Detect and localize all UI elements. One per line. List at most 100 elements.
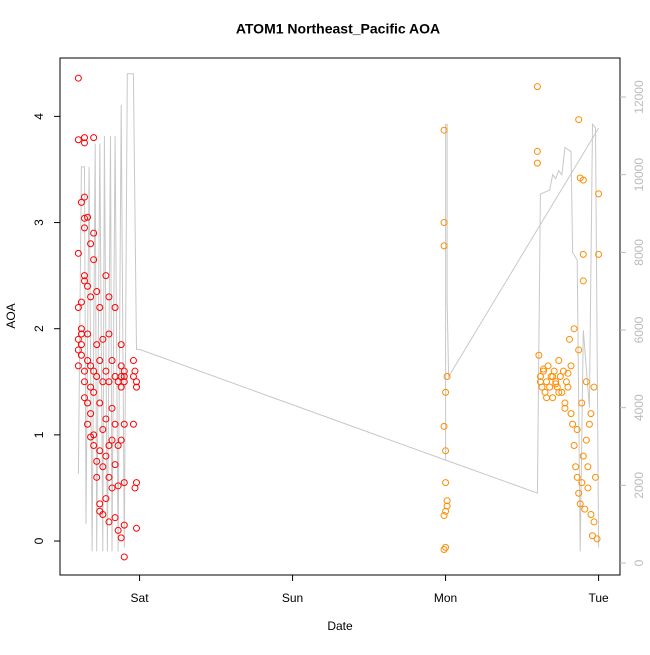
data-point bbox=[74, 136, 82, 144]
data-point bbox=[588, 532, 596, 540]
data-point bbox=[111, 461, 119, 469]
data-point bbox=[567, 362, 575, 370]
data-point bbox=[133, 524, 141, 532]
data-point bbox=[87, 383, 95, 391]
data-point bbox=[443, 372, 451, 380]
data-point bbox=[578, 479, 586, 487]
x-axis-label: Date bbox=[327, 619, 353, 633]
data-point bbox=[556, 372, 564, 380]
data-point bbox=[93, 372, 101, 380]
data-point bbox=[99, 335, 107, 343]
data-point bbox=[90, 256, 98, 264]
data-point bbox=[84, 282, 92, 290]
data-point bbox=[590, 383, 598, 391]
data-point bbox=[582, 378, 590, 386]
data-point bbox=[102, 415, 110, 423]
data-point bbox=[80, 272, 88, 280]
data-point bbox=[87, 362, 95, 370]
data-point bbox=[539, 365, 547, 373]
data-point bbox=[573, 473, 581, 481]
data-point bbox=[80, 214, 88, 222]
data-point bbox=[80, 224, 88, 232]
data-point bbox=[552, 380, 560, 388]
data-point bbox=[90, 441, 98, 449]
data-point bbox=[535, 351, 543, 359]
data-point bbox=[90, 431, 98, 439]
data-line bbox=[77, 73, 600, 552]
data-point bbox=[114, 482, 122, 490]
data-point bbox=[579, 176, 587, 184]
data-point bbox=[117, 534, 125, 542]
data-point bbox=[440, 219, 448, 227]
data-point bbox=[120, 521, 128, 529]
data-point bbox=[582, 436, 590, 444]
data-point bbox=[99, 426, 107, 434]
x-tick-label: Sat bbox=[131, 591, 150, 605]
data-point bbox=[585, 420, 593, 428]
y2-tick-label: 8000 bbox=[632, 239, 646, 266]
data-point bbox=[74, 249, 82, 257]
data-point bbox=[579, 250, 587, 258]
y2-tick-label: 10000 bbox=[632, 158, 646, 192]
data-point bbox=[80, 277, 88, 285]
data-point bbox=[105, 518, 113, 526]
data-point bbox=[536, 372, 544, 380]
data-point bbox=[102, 367, 110, 375]
data-point bbox=[108, 404, 116, 412]
data-point bbox=[575, 346, 583, 354]
plot-frame bbox=[59, 57, 621, 576]
data-point bbox=[579, 277, 587, 285]
data-point bbox=[575, 489, 583, 497]
data-point bbox=[96, 500, 104, 508]
data-point bbox=[80, 394, 88, 402]
data-point bbox=[533, 147, 541, 155]
data-point bbox=[93, 288, 101, 296]
data-point bbox=[440, 546, 448, 554]
data-point bbox=[84, 330, 92, 338]
data-point bbox=[108, 436, 116, 444]
data-point bbox=[105, 378, 113, 386]
data-point bbox=[105, 441, 113, 449]
data-point bbox=[593, 535, 601, 543]
data-point bbox=[117, 436, 125, 444]
data-point bbox=[74, 346, 82, 354]
data-point bbox=[133, 383, 141, 391]
data-point bbox=[114, 526, 122, 534]
data-point bbox=[564, 383, 572, 391]
data-point bbox=[587, 410, 595, 418]
data-point bbox=[440, 242, 448, 250]
data-point bbox=[108, 484, 116, 492]
data-point bbox=[539, 367, 547, 375]
data-point bbox=[77, 325, 85, 333]
data-point bbox=[111, 514, 119, 522]
data-point bbox=[74, 362, 82, 370]
data-point bbox=[111, 420, 119, 428]
data-point bbox=[440, 422, 448, 430]
data-point bbox=[99, 463, 107, 471]
data-point bbox=[581, 505, 589, 513]
data-point bbox=[576, 500, 584, 508]
y2-tick-label: 6000 bbox=[632, 316, 646, 343]
data-point bbox=[80, 367, 88, 375]
x-tick-label: Mon bbox=[434, 591, 457, 605]
data-point bbox=[93, 457, 101, 465]
data-point bbox=[102, 452, 110, 460]
data-point bbox=[558, 388, 566, 396]
data-point bbox=[117, 362, 125, 370]
data-point bbox=[440, 512, 448, 520]
data-point bbox=[84, 399, 92, 407]
data-point bbox=[587, 510, 595, 518]
data-point bbox=[440, 126, 448, 134]
data-point bbox=[572, 463, 580, 471]
data-point bbox=[105, 330, 113, 338]
data-point bbox=[90, 388, 98, 396]
data-point bbox=[93, 341, 101, 349]
data-point bbox=[77, 298, 85, 306]
x-tick-label: Tue bbox=[588, 591, 609, 605]
data-point bbox=[77, 341, 85, 349]
data-point bbox=[592, 473, 600, 481]
y-tick-label: 4 bbox=[32, 113, 46, 120]
data-point bbox=[536, 378, 544, 386]
data-point bbox=[117, 383, 125, 391]
